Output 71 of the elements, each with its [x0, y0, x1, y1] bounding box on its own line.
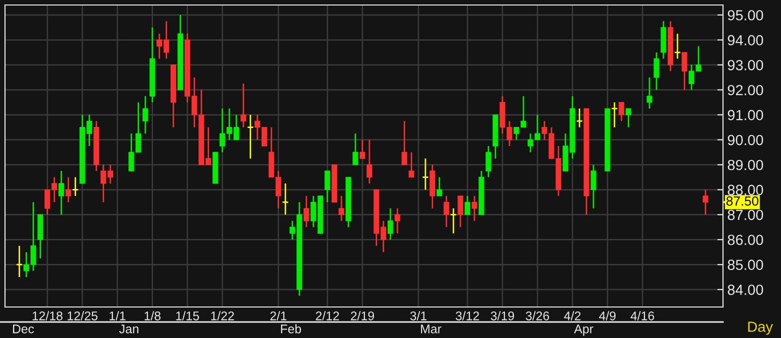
candlestick: [142, 95, 148, 134]
candlestick: [66, 176, 72, 203]
text: 87.50: [726, 196, 758, 206]
candlestick: [366, 139, 372, 184]
x-axis-title: Day: [748, 322, 773, 335]
candlestick: [324, 170, 330, 203]
candlestick: [576, 108, 583, 128]
x-tick-label: 1/22: [211, 311, 234, 320]
candlestick: [422, 158, 429, 190]
candlestick: [702, 189, 708, 216]
candlestick: [646, 76, 652, 110]
text: Feb: [281, 324, 302, 334]
text: Apr: [574, 324, 594, 336]
y-tick-label: 92.00: [728, 84, 764, 96]
candlestick: [486, 145, 492, 178]
x-tick-label: 3/1: [410, 311, 427, 320]
candlestick: [58, 170, 64, 216]
candlestick: [360, 139, 366, 160]
y-tick-label: 91.00: [728, 110, 764, 120]
y-tick-label: 85.00: [728, 260, 764, 270]
text: Dec: [13, 324, 34, 334]
candlestick: [618, 102, 624, 122]
candlestick: [282, 182, 289, 216]
x-tick-label: 12/25: [68, 311, 98, 320]
candlestick: [472, 195, 478, 222]
y-tick-label: 95.00: [728, 10, 764, 20]
x-tick-label: 2/19: [350, 311, 374, 320]
candlestick: [408, 152, 414, 178]
y-tick-label: 88.00: [728, 184, 764, 196]
candlestick: [240, 82, 246, 128]
candlestick: [402, 120, 408, 166]
text: Mar: [421, 324, 442, 334]
x-tick-label: 4/2: [564, 311, 581, 320]
candlestick: [654, 52, 660, 91]
candlestick: [682, 52, 688, 91]
candlestick: [458, 195, 464, 228]
candlestick: [352, 132, 358, 166]
text: Jan: [119, 324, 138, 334]
x-tick-label: 3/19: [490, 311, 514, 320]
y-tick-label: 87.00: [728, 210, 764, 220]
candlestick: [590, 164, 596, 210]
x-tick-label: 4/16: [630, 311, 654, 320]
x-tick-label: 1/8: [144, 311, 161, 320]
y-tick-label: 90.00: [728, 134, 764, 146]
candlestick: [246, 114, 254, 160]
y-tick-label: 89.00: [728, 160, 764, 170]
x-tick-label: 1/1: [110, 311, 126, 320]
candlestick: [436, 176, 442, 197]
y-tick-label: 93.00: [728, 60, 764, 70]
x-tick-label: 2/12: [316, 311, 339, 320]
candlestick: [338, 195, 344, 222]
x-tick-label: 12/18: [32, 311, 62, 320]
candlestick: [72, 176, 79, 197]
candlestick: [394, 208, 400, 234]
x-tick-label: 2/1: [270, 311, 286, 320]
x-tick-label: 3/26: [526, 311, 550, 320]
candlestick: [444, 195, 450, 228]
candlestick: [304, 195, 310, 228]
candlestick: [610, 102, 618, 128]
y-tick-label: 84.00: [728, 284, 764, 295]
y-tick-label: 94.00: [728, 35, 764, 46]
candlestick: [674, 33, 681, 60]
candlestick: [388, 208, 394, 240]
candlestick: [464, 195, 470, 216]
y-tick-label: 86.00: [728, 234, 764, 246]
candlestick: [16, 245, 23, 278]
candlestick: [450, 208, 457, 234]
x-tick-label: 3/12: [456, 311, 479, 320]
candlestick: [626, 108, 632, 128]
x-tick-label: 4/9: [599, 311, 616, 320]
x-tick-label: 1/15: [176, 311, 200, 320]
